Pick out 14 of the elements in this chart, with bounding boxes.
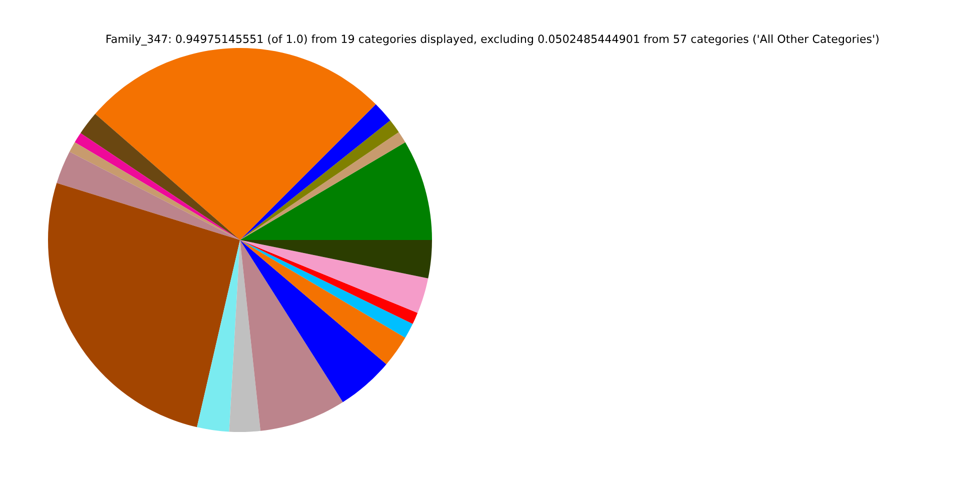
pie-slice xyxy=(48,182,240,428)
pie-slice xyxy=(240,240,413,338)
pie-slice xyxy=(80,114,240,240)
pie-slice xyxy=(56,152,240,240)
text: Family_347: 0.94975145551 (of 1.0) from 19 categories displayed, excluding 0.0502485444901 from 57 categories ('All Other Categories') xyxy=(106,34,879,46)
pie-slice xyxy=(240,240,343,431)
pie-slice xyxy=(240,240,386,402)
pie-slice xyxy=(229,240,260,432)
pie-slice xyxy=(240,240,418,324)
pie-slice xyxy=(240,104,390,240)
pie-slice xyxy=(240,142,432,240)
pie-slice xyxy=(240,240,428,313)
pie-slice xyxy=(196,240,240,432)
pie-slice xyxy=(240,240,432,278)
